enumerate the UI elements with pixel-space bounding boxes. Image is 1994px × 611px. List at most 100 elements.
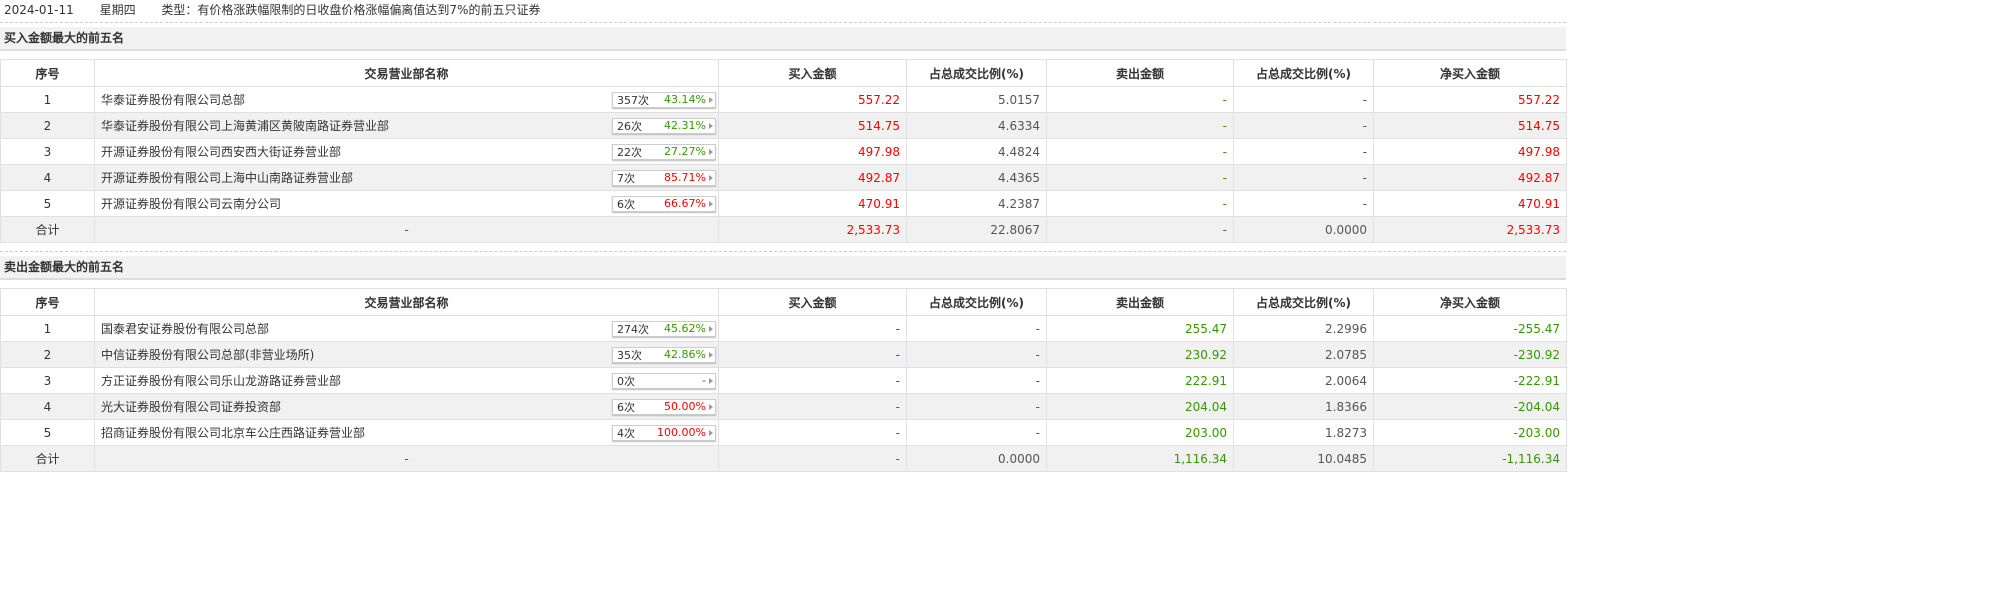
table-row[interactable]: 5 开源证券股份有限公司云南分公司 6次 66.67% 470.91 4.2387… [0, 190, 1567, 217]
table-row[interactable]: 4 光大证券股份有限公司证券投资部 6次 50.00% - - 204.04 1.… [0, 393, 1567, 420]
weekday: 星期四 [99, 3, 136, 17]
total-sell-ratio: 10.0485 [1233, 445, 1374, 472]
net-buy-amount: 492.87 [1373, 164, 1567, 191]
broker-cell: 开源证券股份有限公司上海中山南路证券营业部 7次 85.71% [94, 164, 719, 191]
buy-ratio: 4.4365 [906, 164, 1047, 191]
win-rate: 42.86% [664, 348, 706, 361]
broker-stats-button[interactable]: 35次 42.86% [612, 346, 716, 363]
broker-name[interactable]: 中信证券股份有限公司总部(非营业场所) [101, 348, 315, 362]
total-buy-ratio: 0.0000 [906, 445, 1047, 472]
total-sell-ratio: 0.0000 [1233, 216, 1374, 243]
sell-ratio: 1.8273 [1233, 419, 1374, 446]
column-header: 净买入金额 [1373, 288, 1567, 316]
table-row[interactable]: 1 华泰证券股份有限公司总部 357次 43.14% 557.22 5.0157 … [0, 86, 1567, 113]
buy-amount: 497.98 [718, 138, 907, 165]
table-row[interactable]: 3 开源证券股份有限公司西安西大街证券营业部 22次 27.27% 497.98 … [0, 138, 1567, 165]
sell-ratio: - [1233, 112, 1374, 139]
table-row[interactable]: 2 中信证券股份有限公司总部(非营业场所) 35次 42.86% - - 230.… [0, 341, 1567, 368]
broker-name[interactable]: 光大证券股份有限公司证券投资部 [101, 400, 282, 414]
caret-right-icon [709, 122, 713, 129]
row-number: 5 [0, 190, 95, 217]
appearance-count: 35次 [617, 348, 642, 362]
separator [0, 251, 1566, 252]
buy-section-title: 买入金额最大的前五名 [0, 27, 1566, 51]
buy-amount: - [718, 419, 907, 446]
caret-right-icon [709, 377, 713, 384]
broker-stats-button[interactable]: 4次 100.00% [612, 424, 716, 441]
broker-stats-button[interactable]: 26次 42.31% [612, 117, 716, 134]
net-buy-amount: 470.91 [1373, 190, 1567, 217]
row-number: 1 [0, 86, 95, 113]
buy-ratio: 4.4824 [906, 138, 1047, 165]
broker-stats-button[interactable]: 6次 50.00% [612, 398, 716, 415]
table-row[interactable]: 3 方正证券股份有限公司乐山龙游路证券营业部 0次 - - - 222.91 2.… [0, 367, 1567, 394]
broker-stats-button[interactable]: 22次 27.27% [612, 143, 716, 160]
column-header: 卖出金额 [1046, 59, 1234, 87]
broker-cell: 开源证券股份有限公司云南分公司 6次 66.67% [94, 190, 719, 217]
column-header: 交易营业部名称 [94, 59, 719, 87]
broker-name[interactable]: 华泰证券股份有限公司总部 [101, 93, 246, 107]
total-net: 2,533.73 [1373, 216, 1567, 243]
column-header: 卖出金额 [1046, 288, 1234, 316]
win-rate: 42.31% [664, 119, 706, 132]
net-buy-amount: 557.22 [1373, 86, 1567, 113]
buy-amount: 470.91 [718, 190, 907, 217]
broker-stats-button[interactable]: 0次 - [612, 372, 716, 389]
table-row[interactable]: 5 招商证券股份有限公司北京车公庄西路证券营业部 4次 100.00% - - 2… [0, 419, 1567, 446]
broker-name[interactable]: 方正证券股份有限公司乐山龙游路证券营业部 [101, 374, 342, 388]
row-number: 3 [0, 138, 95, 165]
net-buy-amount: -230.92 [1373, 341, 1567, 368]
broker-name[interactable]: 国泰君安证券股份有限公司总部 [101, 322, 270, 336]
total-net: -1,116.34 [1373, 445, 1567, 472]
total-row: 合计 - 2,533.73 22.8067 - 0.0000 2,533.73 [0, 216, 1567, 243]
sell-amount: 230.92 [1046, 341, 1234, 368]
sell-amount: 203.00 [1046, 419, 1234, 446]
column-header: 交易营业部名称 [94, 288, 719, 316]
info-bar: 2024-01-11 星期四 类型：有价格涨跌幅限制的日收盘价格涨幅偏离值达到7… [0, 0, 1566, 23]
broker-name[interactable]: 开源证券股份有限公司云南分公司 [101, 197, 282, 211]
broker-stats-button[interactable]: 7次 85.71% [612, 169, 716, 186]
broker-stats-button[interactable]: 357次 43.14% [612, 91, 716, 108]
column-header: 净买入金额 [1373, 59, 1567, 87]
caret-right-icon [709, 403, 713, 410]
sell-amount: - [1046, 86, 1234, 113]
caret-right-icon [709, 325, 713, 332]
broker-stats-button[interactable]: 274次 45.62% [612, 320, 716, 337]
column-header: 占总成交比例(%) [1233, 288, 1374, 316]
sell-ratio: 2.0785 [1233, 341, 1374, 368]
sell-ratio: 1.8366 [1233, 393, 1374, 420]
total-label: 合计 [0, 445, 95, 472]
sell-amount: - [1046, 138, 1234, 165]
win-rate: 100.00% [657, 426, 706, 439]
table-row[interactable]: 2 华泰证券股份有限公司上海黄浦区黄陂南路证券营业部 26次 42.31% 514… [0, 112, 1567, 139]
sell-ratio: - [1233, 190, 1374, 217]
broker-stats-button[interactable]: 6次 66.67% [612, 195, 716, 212]
broker-cell: 招商证券股份有限公司北京车公庄西路证券营业部 4次 100.00% [94, 419, 719, 446]
win-rate: - [702, 374, 706, 387]
row-number: 2 [0, 341, 95, 368]
total-name: - [94, 216, 719, 243]
broker-name[interactable]: 招商证券股份有限公司北京车公庄西路证券营业部 [101, 426, 366, 440]
column-header: 序号 [0, 59, 95, 87]
buy-amount: - [718, 393, 907, 420]
broker-name[interactable]: 开源证券股份有限公司西安西大街证券营业部 [101, 145, 342, 159]
date: 2024-01-11 [4, 3, 74, 17]
table-row[interactable]: 1 国泰君安证券股份有限公司总部 274次 45.62% - - 255.47 2… [0, 315, 1567, 342]
caret-right-icon [709, 200, 713, 207]
table-row[interactable]: 4 开源证券股份有限公司上海中山南路证券营业部 7次 85.71% 492.87 … [0, 164, 1567, 191]
win-rate: 85.71% [664, 171, 706, 184]
buy-amount: - [718, 367, 907, 394]
broker-name[interactable]: 开源证券股份有限公司上海中山南路证券营业部 [101, 171, 354, 185]
buy-amount: 557.22 [718, 86, 907, 113]
sell-amount: - [1046, 112, 1234, 139]
buy-amount: - [718, 315, 907, 342]
row-number: 4 [0, 393, 95, 420]
sell-ratio: 2.0064 [1233, 367, 1374, 394]
row-number: 3 [0, 367, 95, 394]
sell-amount: - [1046, 164, 1234, 191]
total-name: - [94, 445, 719, 472]
buy-ratio: - [906, 315, 1047, 342]
buy-amount: 514.75 [718, 112, 907, 139]
broker-name[interactable]: 华泰证券股份有限公司上海黄浦区黄陂南路证券营业部 [101, 119, 390, 133]
row-number: 5 [0, 419, 95, 446]
